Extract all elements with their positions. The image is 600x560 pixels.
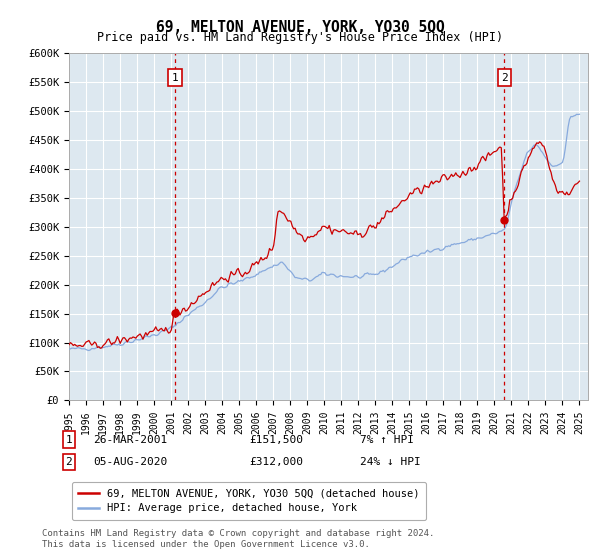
- Text: 2: 2: [65, 457, 73, 467]
- Text: 1: 1: [65, 435, 73, 445]
- Text: £312,000: £312,000: [249, 457, 303, 467]
- Text: Price paid vs. HM Land Registry's House Price Index (HPI): Price paid vs. HM Land Registry's House …: [97, 31, 503, 44]
- Text: Contains HM Land Registry data © Crown copyright and database right 2024.
This d: Contains HM Land Registry data © Crown c…: [42, 529, 434, 549]
- Text: 69, MELTON AVENUE, YORK, YO30 5QQ: 69, MELTON AVENUE, YORK, YO30 5QQ: [155, 20, 445, 35]
- Text: 1: 1: [172, 72, 178, 82]
- Text: 2: 2: [501, 72, 508, 82]
- Text: 24% ↓ HPI: 24% ↓ HPI: [360, 457, 421, 467]
- Text: 7% ↑ HPI: 7% ↑ HPI: [360, 435, 414, 445]
- Legend: 69, MELTON AVENUE, YORK, YO30 5QQ (detached house), HPI: Average price, detached: 69, MELTON AVENUE, YORK, YO30 5QQ (detac…: [71, 482, 426, 520]
- Text: 26-MAR-2001: 26-MAR-2001: [93, 435, 167, 445]
- Text: 05-AUG-2020: 05-AUG-2020: [93, 457, 167, 467]
- Text: £151,500: £151,500: [249, 435, 303, 445]
